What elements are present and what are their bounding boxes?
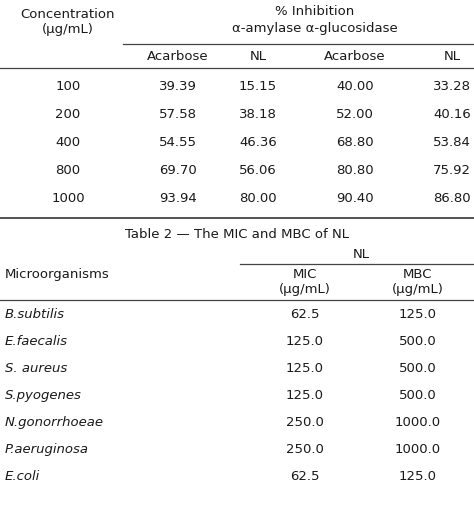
Text: 125.0: 125.0 — [399, 308, 437, 321]
Text: MIC
(μg/mL): MIC (μg/mL) — [279, 268, 331, 296]
Text: 40.16: 40.16 — [433, 108, 471, 121]
Text: 52.00: 52.00 — [336, 108, 374, 121]
Text: 500.0: 500.0 — [399, 362, 437, 375]
Text: E.faecalis: E.faecalis — [5, 335, 68, 348]
Text: MBC
(μg/mL): MBC (μg/mL) — [392, 268, 444, 296]
Text: 86.80: 86.80 — [433, 192, 471, 205]
Text: N.gonorrhoeae: N.gonorrhoeae — [5, 416, 104, 429]
Text: 500.0: 500.0 — [399, 335, 437, 348]
Text: NL: NL — [353, 248, 370, 261]
Text: 1000: 1000 — [51, 192, 85, 205]
Text: Acarbose: Acarbose — [147, 50, 209, 63]
Text: 250.0: 250.0 — [286, 416, 324, 429]
Text: 75.92: 75.92 — [433, 164, 471, 177]
Text: P.aeruginosa: P.aeruginosa — [5, 443, 89, 456]
Text: 54.55: 54.55 — [159, 136, 197, 149]
Text: 500.0: 500.0 — [399, 389, 437, 402]
Text: NL: NL — [444, 50, 461, 63]
Text: E.coli: E.coli — [5, 470, 40, 483]
Text: 100: 100 — [55, 80, 81, 93]
Text: Microorganisms: Microorganisms — [5, 268, 110, 281]
Text: 200: 200 — [55, 108, 81, 121]
Text: 125.0: 125.0 — [286, 335, 324, 348]
Text: 250.0: 250.0 — [286, 443, 324, 456]
Text: B.subtilis: B.subtilis — [5, 308, 65, 321]
Text: 62.5: 62.5 — [290, 470, 320, 483]
Text: 33.28: 33.28 — [433, 80, 471, 93]
Text: 80.00: 80.00 — [239, 192, 277, 205]
Text: 68.80: 68.80 — [336, 136, 374, 149]
Text: 57.58: 57.58 — [159, 108, 197, 121]
Text: α-amylase α-glucosidase: α-amylase α-glucosidase — [232, 22, 398, 35]
Text: 90.40: 90.40 — [336, 192, 374, 205]
Text: 62.5: 62.5 — [290, 308, 320, 321]
Text: 69.70: 69.70 — [159, 164, 197, 177]
Text: NL: NL — [249, 50, 266, 63]
Text: 80.80: 80.80 — [336, 164, 374, 177]
Text: 1000.0: 1000.0 — [395, 416, 441, 429]
Text: 800: 800 — [55, 164, 81, 177]
Text: 125.0: 125.0 — [399, 470, 437, 483]
Text: 53.84: 53.84 — [433, 136, 471, 149]
Text: 38.18: 38.18 — [239, 108, 277, 121]
Text: Table 2 — The MIC and MBC of NL: Table 2 — The MIC and MBC of NL — [125, 228, 349, 241]
Text: 56.06: 56.06 — [239, 164, 277, 177]
Text: 1000.0: 1000.0 — [395, 443, 441, 456]
Text: 125.0: 125.0 — [286, 362, 324, 375]
Text: 40.00: 40.00 — [336, 80, 374, 93]
Text: 400: 400 — [55, 136, 81, 149]
Text: 39.39: 39.39 — [159, 80, 197, 93]
Text: S.pyogenes: S.pyogenes — [5, 389, 82, 402]
Text: 15.15: 15.15 — [239, 80, 277, 93]
Text: 46.36: 46.36 — [239, 136, 277, 149]
Text: Acarbose: Acarbose — [324, 50, 386, 63]
Text: 125.0: 125.0 — [286, 389, 324, 402]
Text: S. aureus: S. aureus — [5, 362, 67, 375]
Text: Concentration
(μg/mL): Concentration (μg/mL) — [21, 8, 115, 36]
Text: 93.94: 93.94 — [159, 192, 197, 205]
Text: % Inhibition: % Inhibition — [275, 5, 355, 18]
